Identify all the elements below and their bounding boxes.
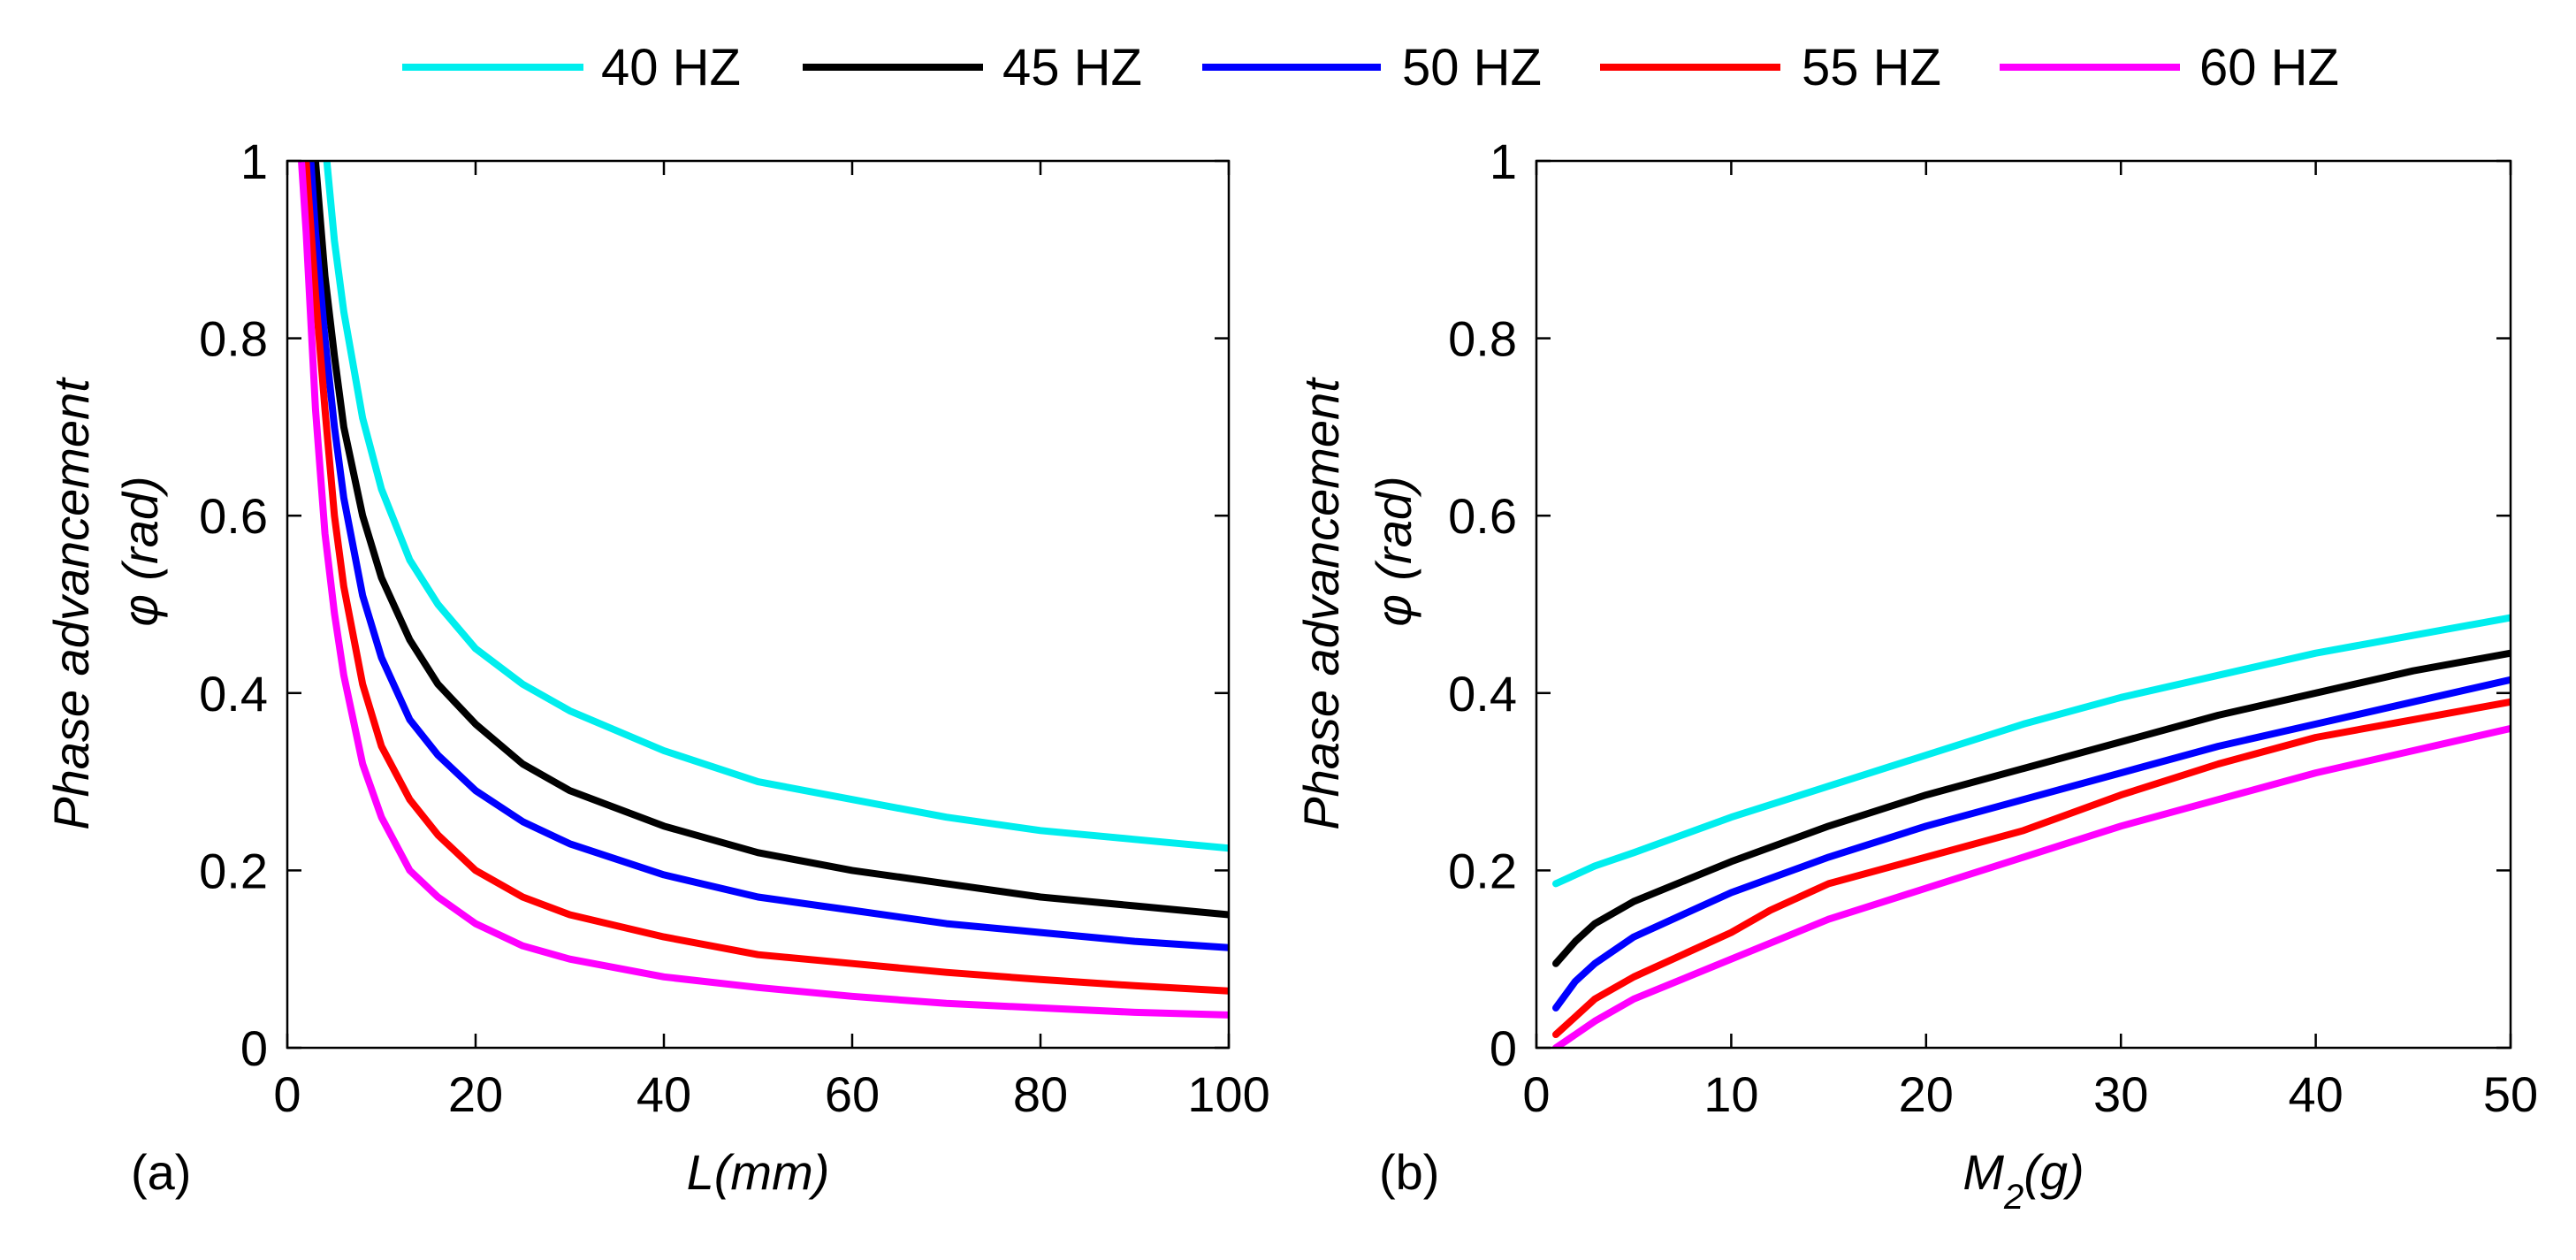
legend: 40 HZ 45 HZ 50 HZ 55 HZ 60 HZ bbox=[402, 39, 2339, 96]
y-tick-label: 0.2 bbox=[199, 843, 268, 898]
y-tick-label: 0.8 bbox=[1448, 311, 1517, 367]
y-axis-title: Phase advancement bbox=[43, 377, 99, 830]
x-tick-label: 50 bbox=[2483, 1066, 2538, 1122]
y-tick-label: 0.4 bbox=[1448, 666, 1517, 722]
series-line-55-hz bbox=[302, 161, 1229, 995]
legend-label: 45 HZ bbox=[1002, 39, 1142, 96]
legend-label: 40 HZ bbox=[601, 39, 741, 96]
y-tick-label: 0.6 bbox=[199, 488, 268, 544]
legend-label: 60 HZ bbox=[2199, 39, 2339, 96]
x-tick-label: 40 bbox=[636, 1066, 691, 1122]
panel-label: (a) bbox=[131, 1144, 191, 1200]
series-group bbox=[1552, 614, 2511, 1048]
series-line-55-hz bbox=[1552, 698, 2511, 1038]
panel-label: (b) bbox=[1379, 1144, 1439, 1200]
y-tick-label: 0 bbox=[240, 1020, 268, 1076]
series-group bbox=[298, 161, 1229, 1019]
legend-label: 55 HZ bbox=[1802, 39, 1941, 96]
chart-panel-b: 0 10 20 30 40 50 0 0.2 0.4 0.6 0.8 1 Phase advanceme… bbox=[1293, 134, 2538, 1217]
x-tick-label: 40 bbox=[2288, 1066, 2343, 1122]
x-tick-label: 60 bbox=[825, 1066, 880, 1122]
y-tick-label: 0.8 bbox=[199, 311, 268, 367]
legend-label: 50 HZ bbox=[1402, 39, 1542, 96]
x-axis-title: M2(g) bbox=[1962, 1144, 2084, 1217]
y-tick-label: 0.4 bbox=[199, 666, 268, 722]
x-tick-label: 0 bbox=[1522, 1066, 1550, 1122]
y-tick-label: 0 bbox=[1490, 1020, 1517, 1076]
y-axis-title-units: φ (rad) bbox=[112, 476, 168, 626]
series-line-60-hz bbox=[298, 161, 1229, 1019]
x-tick-label: 20 bbox=[1899, 1066, 1954, 1122]
x-tick-label: 0 bbox=[273, 1066, 301, 1122]
x-tick-label: 80 bbox=[1013, 1066, 1068, 1122]
x-tick-label: 20 bbox=[448, 1066, 503, 1122]
x-tick-label: 30 bbox=[2093, 1066, 2148, 1122]
series-line-50-hz bbox=[1552, 676, 2511, 1012]
y-axis-title-units: φ (rad) bbox=[1366, 476, 1421, 626]
series-line-40-hz bbox=[323, 161, 1229, 852]
series-line-50-hz bbox=[307, 161, 1229, 951]
x-tick-label: 10 bbox=[1703, 1066, 1758, 1122]
plot-frame bbox=[1535, 159, 2512, 1050]
series-line-45-hz bbox=[311, 161, 1229, 919]
plot-frame bbox=[286, 159, 1231, 1050]
series-line-60-hz bbox=[1552, 724, 2511, 1048]
series-line-45-hz bbox=[1552, 649, 2511, 967]
chart-panel-a: 0 20 40 60 80 100 0 0.2 0.4 0.6 0.8 1 Phase advancem… bbox=[43, 134, 1270, 1200]
y-tick-label: 1 bbox=[1490, 134, 1517, 189]
y-tick-label: 0.2 bbox=[1448, 843, 1517, 898]
y-tick-label: 1 bbox=[240, 134, 268, 189]
y-axis-title: Phase advancement bbox=[1293, 377, 1349, 830]
x-tick-label: 100 bbox=[1187, 1066, 1269, 1122]
series-line-40-hz bbox=[1552, 614, 2511, 888]
x-axis-title: L(mm) bbox=[687, 1144, 830, 1200]
y-tick-label: 0.6 bbox=[1448, 488, 1517, 544]
